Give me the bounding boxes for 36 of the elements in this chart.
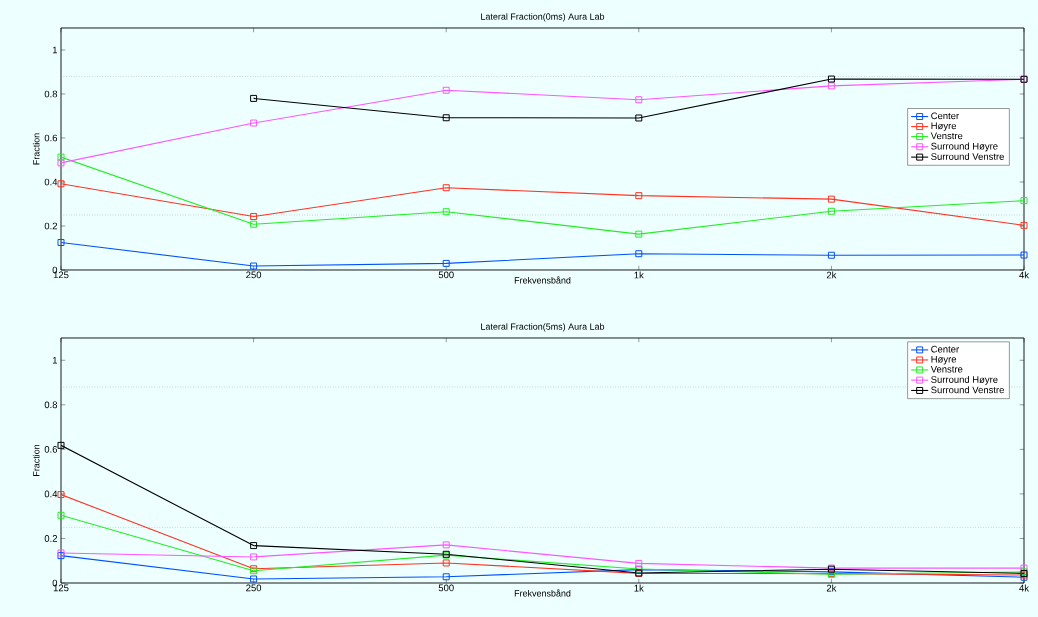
y-tick-label: 0.2 (44, 535, 58, 542)
x-axis-title: Frekvensbånd (514, 589, 571, 597)
y-tick-label: 1 (52, 46, 58, 54)
legend-label: Surround Høyre (931, 375, 998, 385)
y-tick-label: 0.2 (44, 222, 58, 230)
x-tick-label: 4k (1019, 584, 1030, 592)
x-tick-label: 2k (826, 271, 837, 279)
legend-label: Venstre (930, 365, 963, 373)
x-tick-label: 250 (246, 584, 262, 592)
x-tick-label: 500 (438, 584, 454, 592)
legend-label: Venstre (930, 132, 963, 140)
chart-title: Lateral Fraction(0ms) Aura Lab (481, 13, 605, 22)
x-axis-title: Frekvensbånd (514, 276, 571, 284)
x-tick-label: 2k (826, 584, 837, 592)
legend-label: Surround Høyre (931, 142, 998, 152)
legend-label: Høyre (931, 355, 957, 365)
legend-label: Center (931, 345, 959, 353)
y-tick-label: 0.4 (44, 178, 58, 186)
legend-label: Høyre (931, 122, 957, 132)
chart-title: Lateral Fraction(5ms) Aura Lab (481, 323, 605, 332)
y-tick-label: 0.4 (44, 490, 58, 498)
legend-label: Surround Venstre (931, 386, 1004, 394)
legend-label: Surround Venstre (931, 152, 1004, 160)
y-tick-label: 0.6 (44, 446, 58, 453)
y-tick-label: 1 (52, 357, 58, 364)
x-tick-label: 250 (246, 271, 262, 279)
y-axis-title: Fraction (32, 444, 40, 476)
x-tick-label: 500 (438, 271, 454, 279)
y-tick-label: 0.8 (44, 90, 58, 98)
y-tick-label: 0.8 (44, 401, 58, 409)
x-tick-label: 1k (634, 271, 644, 279)
x-tick-label: 4k (1019, 271, 1030, 279)
legend-label: Center (931, 112, 959, 120)
y-tick-label: 0.6 (44, 134, 58, 142)
x-tick-label: 1k (634, 584, 644, 592)
y-axis-title: Fraction (32, 133, 40, 165)
